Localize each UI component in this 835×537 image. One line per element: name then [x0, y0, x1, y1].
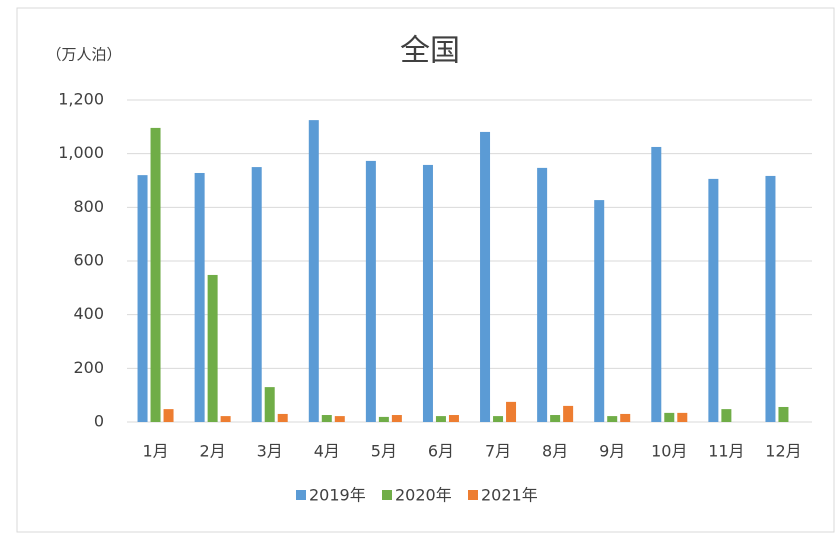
bar — [220, 416, 231, 422]
bar — [493, 416, 504, 422]
bar — [277, 413, 288, 422]
y-tick-label: 400 — [73, 304, 104, 323]
legend-swatch — [296, 490, 306, 500]
bar — [506, 401, 517, 422]
bar — [448, 415, 459, 422]
y-unit-label: （万人泊） — [46, 46, 121, 64]
bar — [620, 413, 631, 422]
bar — [391, 415, 402, 422]
x-tick-label: 8月 — [542, 442, 568, 461]
x-tick-label: 5月 — [371, 442, 397, 461]
bar — [708, 178, 719, 422]
bar — [422, 164, 433, 423]
bar — [563, 405, 574, 422]
bar — [550, 415, 561, 422]
bar — [150, 127, 161, 422]
chart-title: 全国 — [400, 34, 460, 69]
y-tick-label: 1,000 — [58, 143, 104, 162]
legend-swatch — [382, 490, 392, 500]
legend-label: 2019年 — [309, 486, 366, 505]
legend-label: 2020年 — [395, 486, 452, 505]
x-tick-label: 1月 — [142, 442, 168, 461]
x-tick-label: 4月 — [314, 442, 340, 461]
bar — [765, 175, 776, 422]
bar — [321, 415, 332, 422]
x-tick-label: 3月 — [257, 442, 283, 461]
bar — [251, 167, 262, 422]
y-tick-label: 0 — [94, 412, 104, 431]
bar — [594, 200, 605, 422]
bar — [721, 409, 732, 422]
bar — [137, 175, 148, 422]
bar — [194, 172, 205, 422]
y-tick-label: 200 — [73, 358, 104, 377]
x-tick-label: 6月 — [428, 442, 454, 461]
bar — [365, 160, 376, 422]
x-tick-label: 7月 — [485, 442, 511, 461]
legend-swatch — [468, 490, 478, 500]
bar — [378, 416, 389, 422]
bar — [537, 167, 548, 422]
x-tick-label: 12月 — [765, 442, 801, 461]
y-tick-label: 800 — [73, 197, 104, 216]
bar — [207, 274, 218, 422]
bar — [607, 416, 618, 422]
bar — [677, 412, 688, 422]
bar — [334, 416, 345, 422]
bar — [651, 146, 662, 423]
y-tick-label: 600 — [73, 251, 104, 270]
bar — [308, 120, 319, 422]
bar — [664, 412, 675, 422]
bar — [480, 131, 491, 422]
bar — [778, 406, 789, 422]
bar — [264, 387, 275, 422]
x-tick-label: 9月 — [599, 442, 625, 461]
legend-label: 2021年 — [481, 486, 538, 505]
bar — [435, 416, 446, 422]
y-tick-label: 1,200 — [58, 90, 104, 109]
x-tick-label: 2月 — [200, 442, 226, 461]
x-tick-label: 11月 — [708, 442, 744, 461]
x-tick-label: 10月 — [651, 442, 687, 461]
bar — [163, 409, 174, 422]
